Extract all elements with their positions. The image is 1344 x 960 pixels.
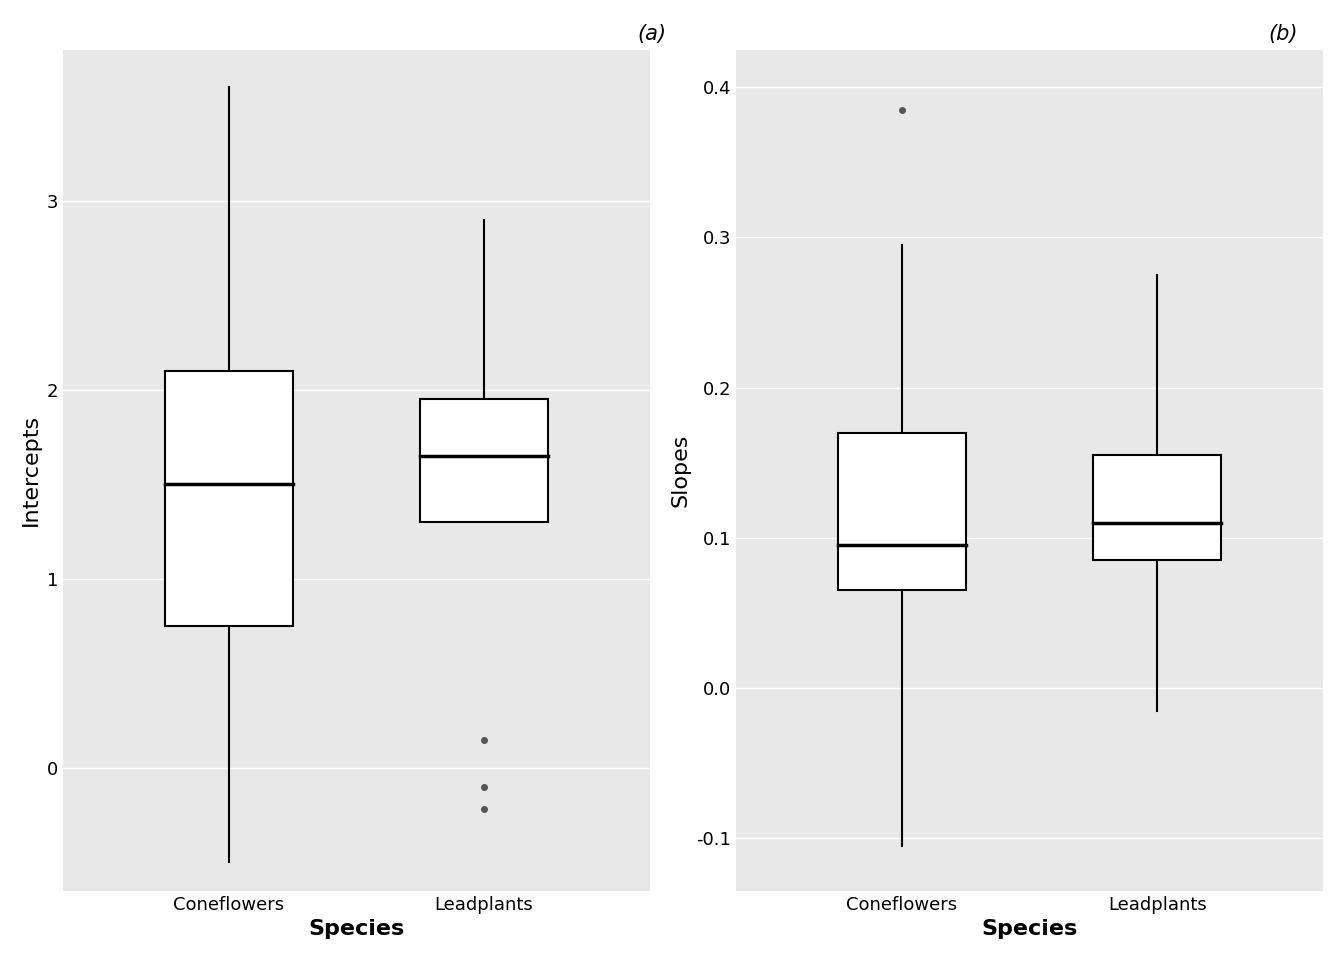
Text: (b): (b) xyxy=(1269,24,1298,44)
Text: (a): (a) xyxy=(637,24,667,44)
Y-axis label: Intercepts: Intercepts xyxy=(22,414,40,526)
FancyBboxPatch shape xyxy=(165,371,293,626)
FancyBboxPatch shape xyxy=(839,433,966,590)
X-axis label: Species: Species xyxy=(981,919,1078,939)
FancyBboxPatch shape xyxy=(421,399,548,522)
X-axis label: Species: Species xyxy=(308,919,405,939)
FancyBboxPatch shape xyxy=(1094,455,1222,561)
Y-axis label: Slopes: Slopes xyxy=(671,434,691,507)
